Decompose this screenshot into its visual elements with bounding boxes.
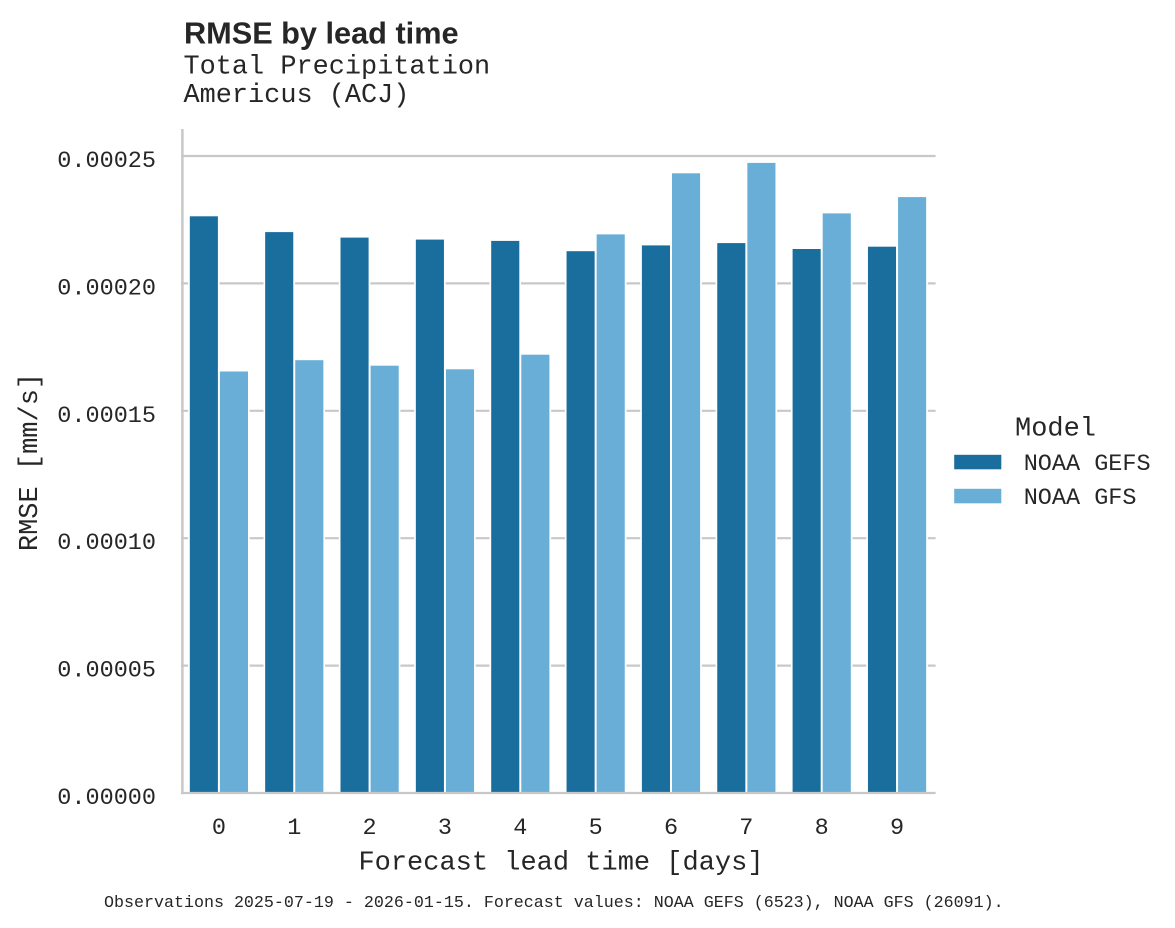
svg-text:3: 3 xyxy=(438,815,452,842)
svg-text:0.00010: 0.00010 xyxy=(57,530,156,557)
svg-text:0.00020: 0.00020 xyxy=(57,275,156,302)
svg-text:Forecast lead time [days]: Forecast lead time [days] xyxy=(358,848,763,878)
svg-text:NOAA GEFS: NOAA GEFS xyxy=(1024,451,1151,478)
svg-text:8: 8 xyxy=(815,815,829,842)
svg-text:7: 7 xyxy=(739,815,753,842)
svg-text:9: 9 xyxy=(890,815,904,842)
svg-text:2: 2 xyxy=(363,815,377,842)
svg-text:NOAA GFS: NOAA GFS xyxy=(1024,485,1137,512)
svg-text:6: 6 xyxy=(664,815,678,842)
svg-text:0: 0 xyxy=(212,815,226,842)
svg-text:Observations 2025-07-19 - 2026: Observations 2025-07-19 - 2026-01-15. Fo… xyxy=(104,894,1004,913)
svg-text:Americus (ACJ): Americus (ACJ) xyxy=(184,81,410,111)
svg-text:0.00005: 0.00005 xyxy=(57,658,156,685)
svg-text:RMSE by lead time: RMSE by lead time xyxy=(184,15,459,50)
svg-text:0.00000: 0.00000 xyxy=(57,785,156,812)
svg-text:4: 4 xyxy=(513,815,527,842)
svg-text:0.00015: 0.00015 xyxy=(57,403,156,430)
svg-text:0.00025: 0.00025 xyxy=(57,148,156,175)
svg-text:1: 1 xyxy=(287,815,301,842)
svg-text:5: 5 xyxy=(589,815,603,842)
svg-text:Model: Model xyxy=(1015,414,1096,444)
svg-text:Total Precipitation: Total Precipitation xyxy=(184,52,491,82)
svg-text:RMSE [mm/s]: RMSE [mm/s] xyxy=(16,373,46,551)
